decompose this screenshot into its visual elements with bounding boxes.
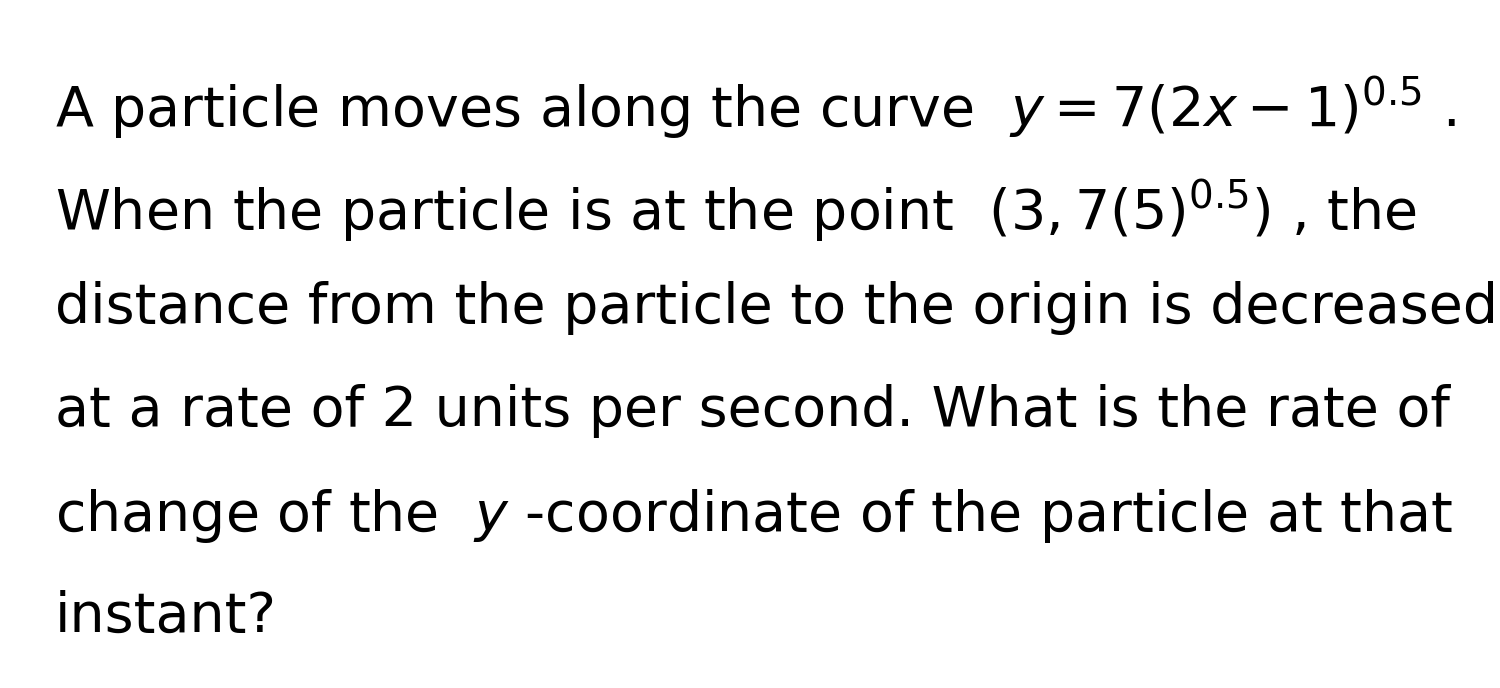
Text: change of the  $y$ -coordinate of the particle at that: change of the $y$ -coordinate of the par… (56, 487, 1454, 545)
Text: A particle moves along the curve  $y = 7(2x-1)^{0.5}$ .: A particle moves along the curve $y = 7(… (56, 75, 1456, 142)
Text: When the particle is at the point  $(3, 7(5)^{0.5})$ , the: When the particle is at the point $(3, 7… (56, 178, 1416, 246)
Text: at a rate of 2 units per second. What is the rate of: at a rate of 2 units per second. What is… (56, 384, 1450, 438)
Text: distance from the particle to the origin is decreased: distance from the particle to the origin… (56, 281, 1498, 335)
Text: instant?: instant? (56, 590, 278, 644)
